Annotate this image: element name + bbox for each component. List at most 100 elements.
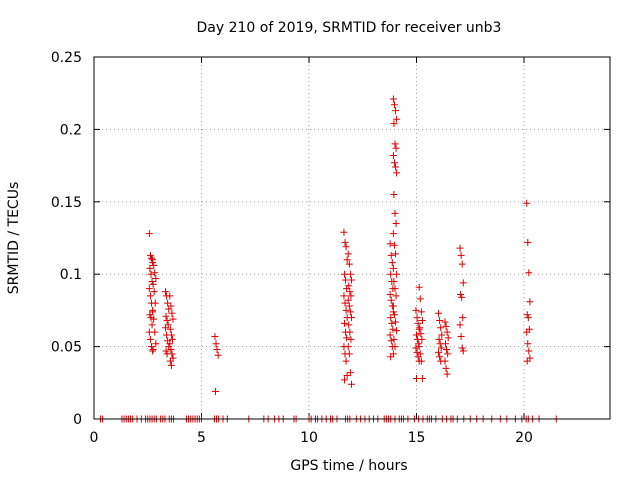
data-point <box>418 374 426 382</box>
data-point <box>167 361 175 369</box>
data-point <box>441 318 449 326</box>
data-point <box>345 282 353 290</box>
data-point <box>389 302 397 310</box>
data-point <box>443 370 451 378</box>
data-point <box>525 269 533 277</box>
data-point <box>435 348 443 356</box>
data-point <box>346 369 354 377</box>
data-point <box>456 321 464 329</box>
data-point <box>444 334 452 342</box>
data-point <box>347 276 355 284</box>
data-point <box>389 151 397 159</box>
data-point <box>162 312 170 320</box>
chart-title: Day 210 of 2019, SRMTID for receiver unb… <box>197 20 502 36</box>
data-point <box>456 244 464 252</box>
data-point <box>211 332 219 340</box>
data-point <box>146 335 154 343</box>
data-point <box>418 335 426 343</box>
y-tick-label: 0 <box>73 412 82 428</box>
data-point <box>392 107 400 115</box>
data-point <box>344 296 352 304</box>
y-tick-label: 0.25 <box>51 50 82 66</box>
data-point <box>162 347 170 355</box>
data-point <box>345 260 353 268</box>
data-point <box>166 292 174 300</box>
data-point <box>442 322 450 330</box>
data-point <box>164 299 172 307</box>
data-point <box>342 276 350 284</box>
data-point <box>387 296 395 304</box>
data-point <box>169 315 177 323</box>
data-point <box>415 325 423 333</box>
data-point <box>151 299 159 307</box>
data-point <box>343 334 351 342</box>
data-point <box>342 243 350 251</box>
data-point <box>391 140 399 148</box>
data-point <box>458 344 466 352</box>
y-tick-label: 0.2 <box>60 122 82 138</box>
data-point <box>416 295 424 303</box>
data-point <box>342 306 350 314</box>
y-tick-label: 0.05 <box>51 340 82 356</box>
data-point <box>388 259 396 267</box>
data-point <box>390 277 398 285</box>
data-points <box>96 95 560 423</box>
data-point <box>458 260 466 268</box>
data-point <box>393 115 401 123</box>
data-point <box>437 324 445 332</box>
data-point <box>148 277 156 285</box>
data-point <box>392 318 400 326</box>
data-point <box>150 315 158 323</box>
data-point <box>387 353 395 361</box>
data-point <box>417 330 425 338</box>
data-point <box>458 293 466 301</box>
data-point <box>390 191 398 199</box>
data-point <box>392 292 400 300</box>
data-point <box>435 309 443 317</box>
data-point <box>340 292 348 300</box>
data-point <box>167 302 175 310</box>
data-point <box>347 292 355 300</box>
data-point <box>393 327 401 335</box>
data-point <box>413 374 420 382</box>
data-point <box>413 331 420 339</box>
data-point <box>387 251 395 259</box>
data-point <box>212 340 220 348</box>
data-point <box>390 120 398 128</box>
data-point <box>524 314 532 322</box>
data-point <box>444 350 452 358</box>
y-tick-label: 0.1 <box>60 267 82 283</box>
data-point <box>168 335 176 343</box>
data-point <box>435 335 443 343</box>
data-point <box>437 344 445 352</box>
data-point <box>415 283 423 291</box>
data-point <box>346 288 354 296</box>
data-point <box>457 332 465 340</box>
data-point <box>389 95 397 103</box>
data-point <box>148 321 156 329</box>
data-point <box>387 314 395 322</box>
data-point <box>417 357 425 365</box>
data-point <box>342 357 350 365</box>
data-point <box>443 328 451 336</box>
data-point <box>523 199 531 207</box>
data-point <box>459 279 467 287</box>
data-point <box>414 319 422 327</box>
data-point <box>416 324 424 332</box>
data-point <box>341 238 349 246</box>
data-point <box>393 270 401 278</box>
data-point <box>149 280 157 288</box>
data-point <box>415 343 423 351</box>
data-point <box>386 290 394 298</box>
data-point <box>441 357 449 365</box>
y-tick-label: 0.15 <box>51 195 82 211</box>
data-point <box>344 343 352 351</box>
data-point <box>145 285 153 293</box>
data-point <box>415 340 423 348</box>
data-point <box>526 298 534 306</box>
data-point <box>413 348 421 356</box>
data-point <box>390 101 398 109</box>
data-point <box>345 302 353 310</box>
data-point <box>161 324 169 332</box>
